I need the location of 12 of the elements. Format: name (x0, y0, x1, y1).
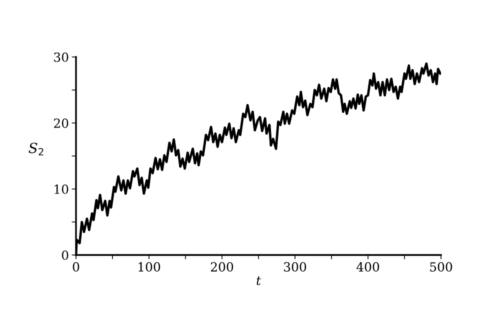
x-axis-title: t (256, 276, 262, 286)
x-tick-label: 100 (138, 262, 160, 272)
y-tick-label: 10 (54, 184, 68, 194)
x-tick-label: 300 (284, 262, 306, 272)
x-tick-label: 200 (210, 262, 234, 272)
y-tick-label: 30 (54, 52, 68, 62)
y-axis-title: S$_{2}$ (28, 142, 44, 156)
x-tick-label: 500 (430, 262, 452, 272)
y-tick-label: 0 (62, 250, 68, 260)
y-tick-label: 20 (54, 118, 68, 128)
x-tick-label: 400 (356, 262, 380, 272)
x-tick-label: 0 (72, 262, 80, 272)
